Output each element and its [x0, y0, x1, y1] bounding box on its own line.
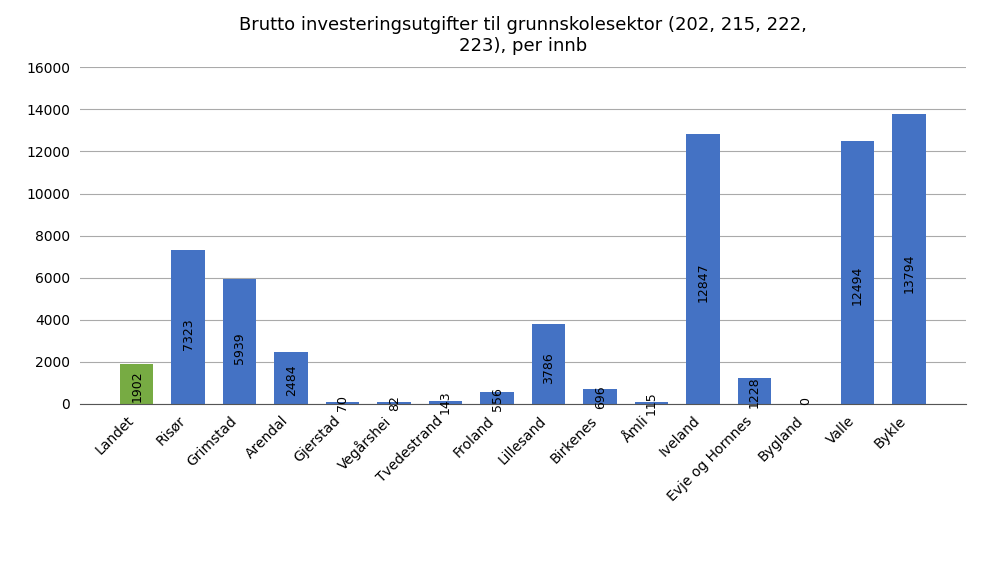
- Text: 12494: 12494: [852, 266, 865, 305]
- Text: 115: 115: [645, 391, 658, 415]
- Title: Brutto investeringsutgifter til grunnskolesektor (202, 215, 222,
223), per innb: Brutto investeringsutgifter til grunnsko…: [239, 16, 807, 54]
- Bar: [738, 378, 771, 404]
- Text: 143: 143: [439, 390, 452, 414]
- Text: 13794: 13794: [902, 254, 915, 293]
- Text: 0: 0: [800, 397, 813, 406]
- Bar: [480, 392, 514, 404]
- Bar: [584, 389, 617, 404]
- Bar: [120, 364, 153, 404]
- Text: 82: 82: [387, 395, 400, 411]
- Bar: [841, 141, 874, 404]
- Text: 5939: 5939: [233, 332, 246, 364]
- Bar: [892, 114, 926, 404]
- Bar: [377, 402, 411, 404]
- Bar: [326, 402, 360, 404]
- Text: 12847: 12847: [696, 263, 709, 302]
- Text: 2484: 2484: [285, 365, 298, 396]
- Text: 1902: 1902: [130, 370, 143, 402]
- Bar: [171, 250, 205, 404]
- Text: 3786: 3786: [542, 352, 555, 384]
- Bar: [429, 401, 462, 404]
- Text: 556: 556: [491, 387, 504, 411]
- Text: 696: 696: [594, 385, 607, 409]
- Text: 1228: 1228: [748, 376, 761, 408]
- Bar: [686, 134, 720, 404]
- Bar: [532, 324, 566, 404]
- Bar: [634, 402, 668, 404]
- Text: 7323: 7323: [181, 319, 194, 351]
- Bar: [275, 352, 308, 404]
- Bar: [223, 279, 256, 404]
- Text: 70: 70: [337, 395, 350, 411]
